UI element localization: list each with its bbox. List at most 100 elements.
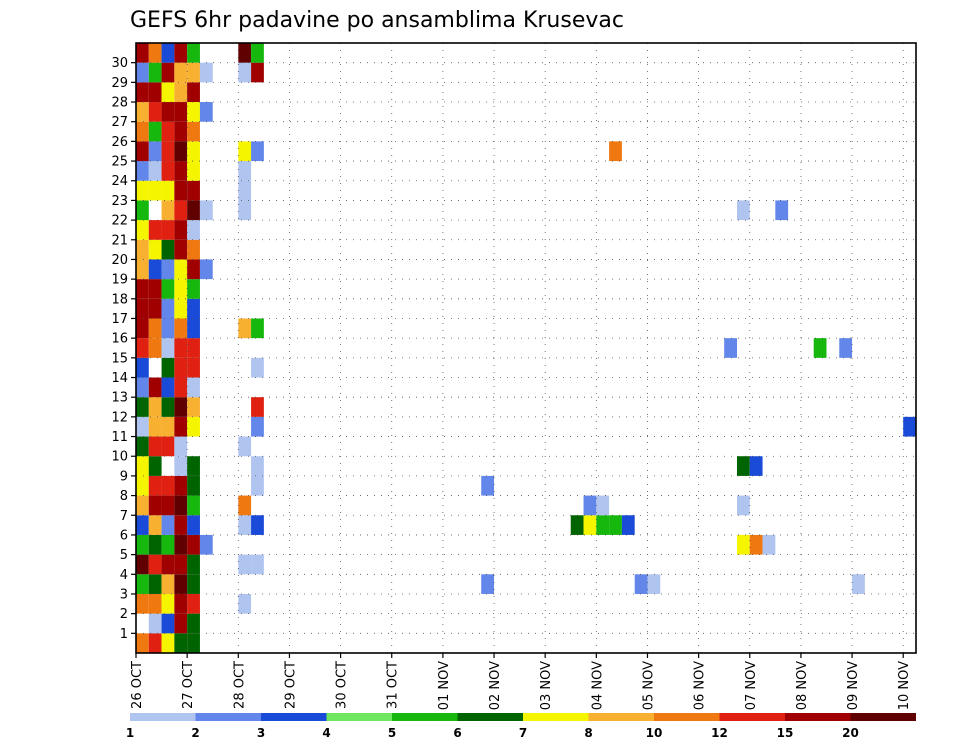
precip-cell — [174, 475, 188, 496]
precip-cell — [161, 141, 175, 162]
legend-label: 10 — [646, 726, 663, 740]
precip-cell — [174, 43, 188, 63]
y-tick-label: 30 — [111, 56, 128, 71]
precip-cell — [199, 200, 213, 221]
precip-cell — [161, 239, 175, 260]
precip-cell — [174, 121, 188, 142]
y-tick-label: 7 — [120, 509, 128, 524]
legend-swatch — [326, 713, 392, 721]
precip-cell — [187, 200, 200, 221]
legend-label: 7 — [519, 726, 527, 740]
precip-cell — [136, 416, 149, 437]
precip-cell — [148, 180, 162, 201]
precip-cell — [238, 43, 252, 63]
legend-swatch — [785, 713, 851, 721]
precip-cell — [775, 200, 789, 221]
legend-label: 6 — [453, 726, 461, 740]
legend-swatch — [392, 713, 458, 721]
precip-cell — [161, 298, 175, 319]
y-tick-label: 11 — [111, 430, 128, 445]
precip-cell — [148, 495, 162, 516]
precip-cell — [736, 495, 750, 516]
precip-cell — [148, 613, 162, 634]
y-tick-label: 17 — [111, 312, 128, 327]
y-tick-label: 12 — [111, 410, 128, 425]
precip-cell — [174, 62, 188, 83]
y-tick-label: 23 — [111, 194, 128, 209]
precip-cell — [187, 43, 200, 63]
precip-cell — [136, 574, 149, 594]
precip-cell — [136, 475, 149, 496]
precip-cell — [136, 141, 149, 162]
legend-swatch — [850, 713, 916, 721]
precip-cell — [174, 279, 188, 299]
precip-cell — [148, 298, 162, 319]
precip-cell — [148, 475, 162, 496]
precip-cell — [238, 554, 252, 575]
y-tick-label: 26 — [111, 135, 128, 150]
precip-cell — [187, 102, 200, 122]
precip-cell — [199, 259, 213, 280]
y-tick-label: 29 — [111, 76, 128, 91]
precip-cell — [136, 456, 149, 476]
precip-cell — [161, 121, 175, 142]
precip-cell — [148, 377, 162, 398]
precip-cell — [174, 534, 188, 555]
precip-cell — [187, 82, 200, 103]
precip-cell — [161, 338, 175, 358]
precip-cell — [238, 141, 252, 162]
precip-cell — [161, 613, 175, 634]
precip-cell — [174, 239, 188, 260]
precip-cell — [238, 593, 252, 614]
precip-cell — [187, 338, 200, 358]
y-tick-label: 5 — [120, 548, 128, 563]
x-tick-label: 02 NOV — [488, 661, 503, 710]
y-tick-label: 3 — [120, 587, 128, 602]
legend-label: 4 — [322, 726, 330, 740]
precip-cell — [136, 377, 149, 398]
x-tick-label: 04 NOV — [590, 661, 605, 710]
y-tick-label: 8 — [120, 489, 128, 504]
x-tick-label: 03 NOV — [539, 661, 554, 710]
precip-cell — [251, 397, 264, 417]
y-tick-label: 10 — [111, 450, 128, 465]
y-tick-label: 18 — [111, 292, 128, 307]
precip-cell — [251, 141, 264, 162]
precip-cell — [174, 574, 188, 594]
precip-cell — [251, 43, 264, 63]
precip-cell — [161, 534, 175, 555]
precip-cell — [187, 357, 200, 378]
precip-cell — [187, 239, 200, 260]
precip-cell — [161, 633, 175, 653]
precip-cell — [136, 43, 149, 63]
legend-swatch — [588, 713, 654, 721]
legend-swatch — [195, 713, 261, 721]
x-tick-label: 10 NOV — [897, 661, 912, 710]
precip-cell — [148, 554, 162, 575]
precip-cell — [148, 279, 162, 299]
precip-cell — [187, 416, 200, 437]
precip-cell — [161, 82, 175, 103]
precip-cell — [136, 338, 149, 358]
precip-cell — [136, 121, 149, 142]
precip-cell — [174, 495, 188, 516]
precip-cell — [187, 574, 200, 594]
precip-cell — [161, 593, 175, 614]
precip-cell — [174, 82, 188, 103]
precip-cell — [161, 377, 175, 398]
precip-cell — [174, 141, 188, 162]
y-tick-label: 16 — [111, 332, 128, 347]
precip-cell — [238, 62, 252, 83]
precip-cell — [903, 416, 916, 437]
precip-cell — [251, 357, 264, 378]
precip-cell — [187, 633, 200, 653]
precip-cell — [238, 495, 252, 516]
legend-label: 5 — [388, 726, 396, 740]
precip-cell — [634, 574, 648, 594]
y-tick-label: 13 — [111, 391, 128, 406]
precip-cell — [174, 180, 188, 201]
precip-cell — [251, 554, 264, 575]
precip-cell — [251, 62, 264, 83]
precip-cell — [148, 633, 162, 653]
